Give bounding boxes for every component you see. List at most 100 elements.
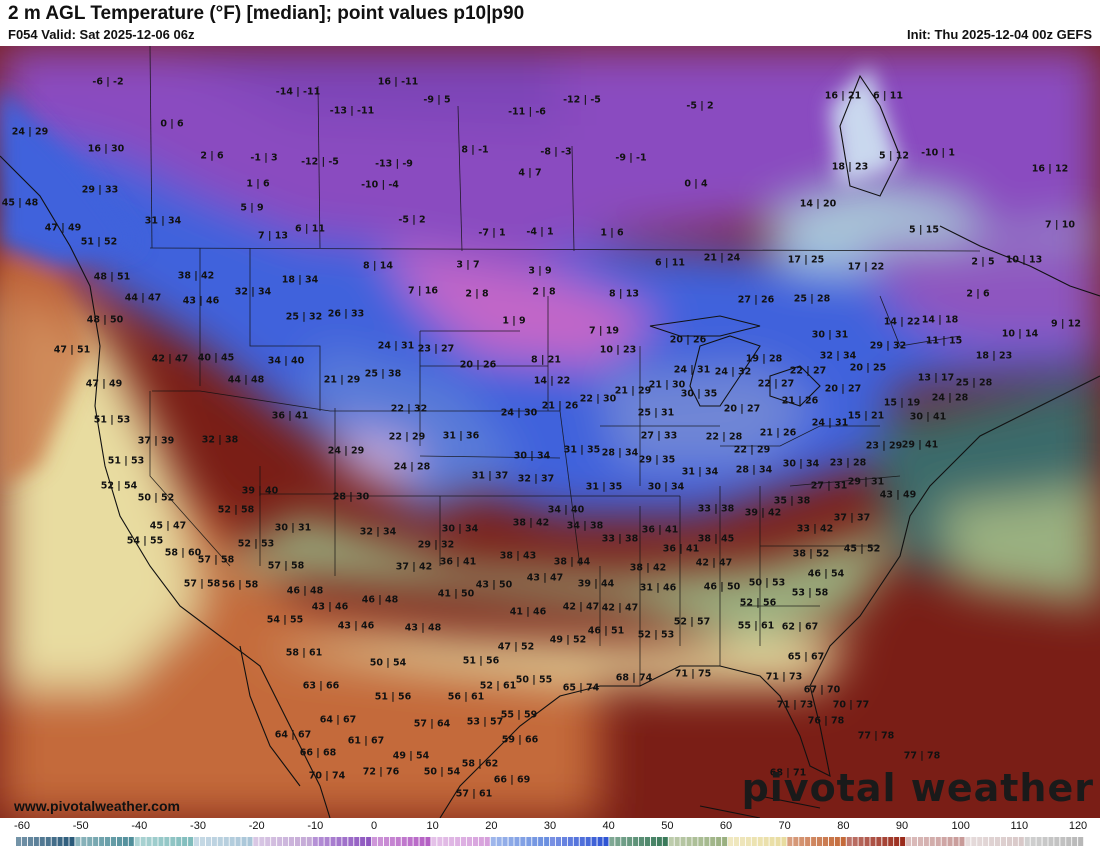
point-value-label: -12 | -5 [301,156,339,168]
point-value-label: 5 | 12 [879,150,909,162]
point-value-label: 24 | 28 [393,461,431,473]
point-value-label: 24 | 31 [673,364,711,376]
point-value-label: 52 | 54 [100,480,138,492]
point-value-label: 25 | 38 [364,368,402,380]
point-value-label: -9 | -1 [615,152,647,164]
point-value-label: 76 | 78 [807,715,845,727]
point-value-label: 50 | 55 [515,674,553,686]
point-value-label: 33 | 38 [601,533,639,545]
point-value-label: 55 | 61 [737,620,775,632]
point-value-label: 46 | 51 [587,625,625,637]
point-value-label: 47 | 49 [44,222,82,234]
point-value-label: -1 | 3 [250,152,278,164]
point-value-label: 32 | 34 [234,286,272,298]
point-value-label: 14 | 20 [799,198,837,210]
point-value-label: 68 | 71 [769,767,807,779]
point-value-label: 59 | 66 [501,734,539,746]
point-value-label: 56 | 58 [221,579,259,591]
point-value-label: 38 | 44 [553,556,591,568]
point-value-label: 70 | 74 [308,770,346,782]
temperature-map[interactable]: -6 | -2 -14 | -11 16 | -11 -9 | 5 -13 | -11 -… [0,46,1100,818]
point-value-label: 50 | 54 [423,766,461,778]
point-value-label: 58 | 60 [164,547,202,559]
point-value-label: 21 | 26 [781,395,819,407]
color-scale-tick: 80 [837,820,850,832]
point-value-label: 19 | 28 [745,353,783,365]
point-value-label: 31 | 35 [585,481,623,493]
point-value-label: 1 | 6 [600,227,624,239]
site-url[interactable]: www.pivotalweather.com [14,798,180,814]
point-value-label: 57 | 58 [197,554,235,566]
point-value-label: -10 | -4 [361,179,399,191]
point-value-label: 24 | 29 [11,126,49,138]
point-value-label: 22 | 27 [757,378,795,390]
point-value-label: 2 | 8 [532,286,556,298]
point-value-label: 16 | 21 [824,90,862,102]
point-value-label: 38 | 52 [792,548,830,560]
point-value-label: 17 | 25 [787,254,825,266]
point-value-label: 5 | 15 [909,224,939,236]
point-value-label: 24 | 31 [811,417,849,429]
point-value-label: 23 | 28 [829,457,867,469]
point-value-label: 77 | 78 [903,750,941,762]
color-scale-tick: 90 [895,820,909,832]
point-value-label: 77 | 78 [857,730,895,742]
color-scale-tick: -60 [14,820,30,832]
point-value-label: 25 | 28 [793,293,831,305]
point-value-label: 71 | 73 [776,699,814,711]
point-value-label: 37 | 42 [395,561,433,573]
point-value-label: 39 | 40 [241,485,279,497]
point-value-label: 15 | 19 [883,397,921,409]
color-scale-tick: -20 [248,820,265,832]
point-value-label: 22 | 30 [579,393,617,405]
point-value-label: 6 | 11 [655,257,685,269]
color-scale-tick: 20 [485,820,498,832]
point-value-label: 31 | 35 [563,444,601,456]
point-value-label: 42 | 47 [695,557,733,569]
point-value-label: 8 | 13 [609,288,639,300]
color-scale-tick: -50 [72,820,89,832]
point-value-label: 48 | 50 [86,314,124,326]
point-value-label: 32 | 37 [517,473,555,485]
point-value-label: 31 | 37 [471,470,509,482]
point-value-label: 18 | 23 [831,161,869,173]
point-value-label: 53 | 58 [791,587,829,599]
point-value-label: 43 | 47 [526,572,564,584]
point-value-label: 0 | 6 [160,118,184,130]
point-value-label: 50 | 53 [748,577,786,589]
point-value-label: 10 | 13 [1005,254,1043,266]
point-value-label: 16 | 12 [1031,163,1069,175]
point-value-label: 28 | 34 [735,464,773,476]
point-value-label: 8 | -1 [461,144,489,156]
point-value-label: 36 | 41 [439,556,477,568]
point-value-label: -4 | 1 [526,226,554,238]
color-scale-tick: 10 [426,820,439,832]
color-scale-tick: 100 [951,820,970,832]
point-value-label: 24 | 28 [931,392,969,404]
point-value-label: 6 | 11 [295,223,325,235]
color-scale-tick: 110 [1010,820,1029,832]
point-value-label: 33 | 38 [697,503,735,515]
point-value-label: 25 | 31 [637,407,675,419]
point-value-label: 20 | 26 [669,334,707,346]
point-value-label: 22 | 32 [390,403,428,415]
point-value-label: 16 | -11 [377,76,419,88]
point-value-label: 37 | 39 [137,435,175,447]
point-value-label: 65 | 74 [562,682,600,694]
point-value-label: -8 | -3 [540,146,572,158]
point-value-label: 32 | 34 [359,526,397,538]
point-value-label: 52 | 56 [739,597,777,609]
color-scale-tick: 40 [602,820,615,832]
color-scale-tick: 70 [778,820,791,832]
point-value-label: -9 | 5 [423,94,451,106]
point-value-label: 7 | 13 [258,230,288,242]
point-value-label: 9 | 12 [1051,318,1081,330]
point-value-label: 33 | 42 [796,523,834,535]
color-scale-tick: -30 [190,820,206,832]
header: 2 m AGL Temperature (°F) [median]; point… [0,0,1100,46]
point-value-label: 2 | 6 [966,288,990,300]
point-value-label: 34 | 38 [566,520,604,532]
point-value-label: 52 | 57 [673,616,711,628]
point-value-label: 43 | 48 [404,622,442,634]
point-value-label: 25 | 28 [955,377,993,389]
